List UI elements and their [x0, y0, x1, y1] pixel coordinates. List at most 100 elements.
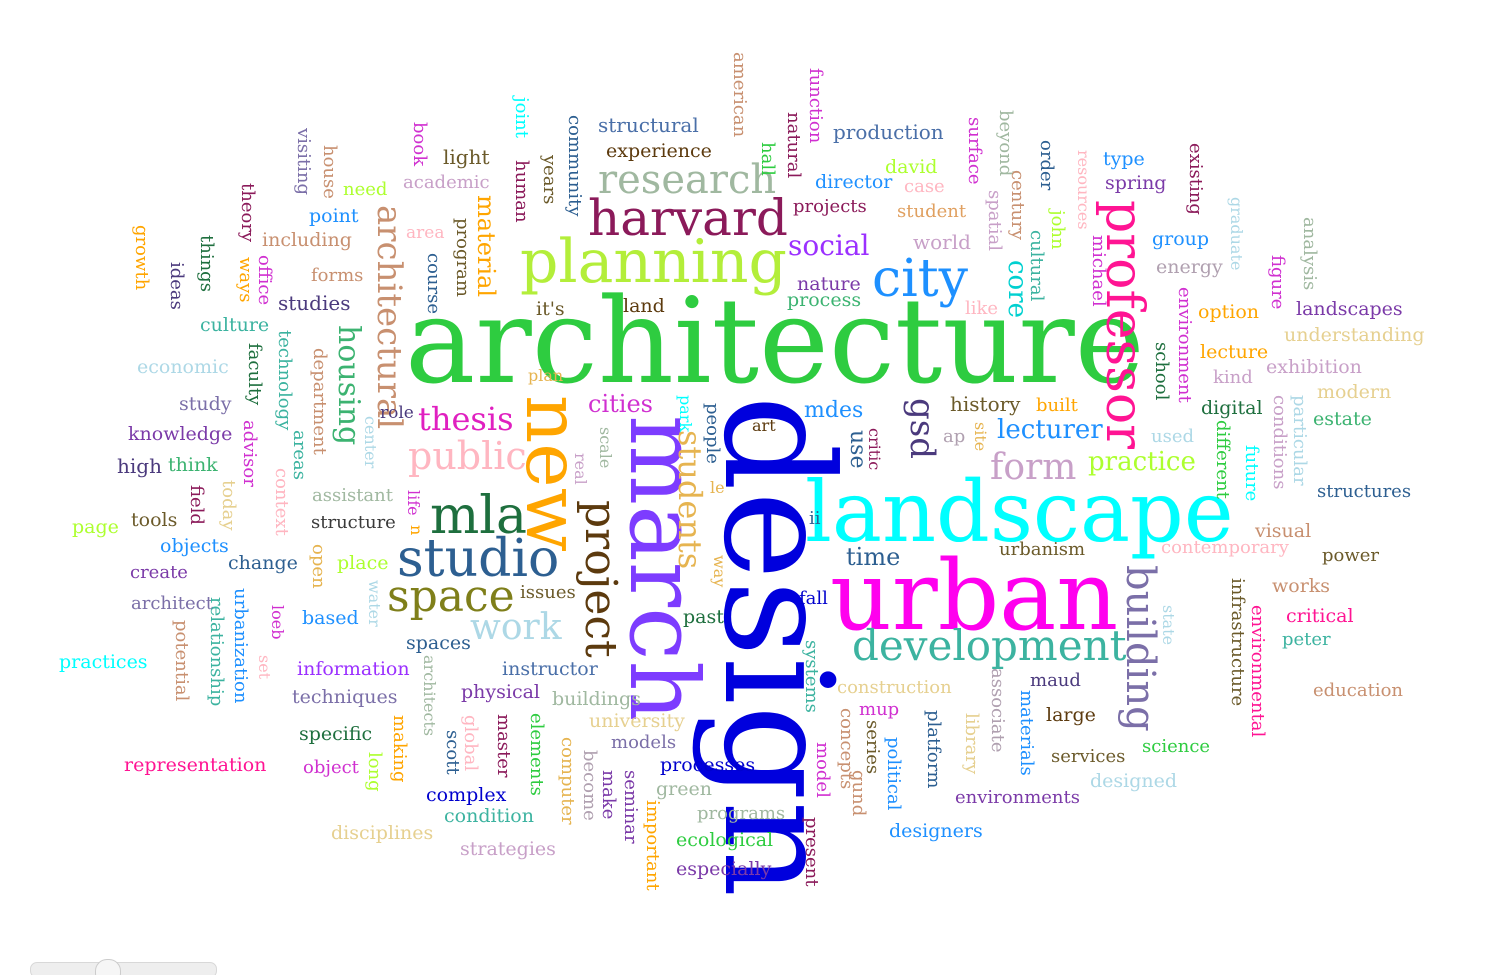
word-thesis: thesis [418, 400, 514, 438]
word-existing: existing [1185, 143, 1206, 215]
word-community: community [564, 115, 585, 217]
word-potential: potential [171, 620, 192, 702]
word-process: process [787, 289, 862, 311]
word-field: field [186, 485, 207, 525]
word-ideas: ideas [166, 262, 187, 310]
word-years: years [539, 155, 560, 205]
word-art: art [752, 416, 776, 435]
word-architectural: architectural [369, 205, 409, 430]
word-digital: digital [1201, 397, 1263, 419]
word-issues: issues [520, 582, 576, 603]
word-economic: economic [137, 356, 229, 378]
word-become: become [579, 750, 600, 821]
word-different: different [1212, 420, 1233, 499]
word-work: work [470, 607, 562, 648]
word-plan: plan [528, 366, 564, 385]
word-building: building [1117, 565, 1163, 732]
word-techniques: techniques [292, 686, 398, 708]
word-today: today [218, 480, 239, 531]
word-environment: environment [1174, 287, 1195, 403]
word-people: people [702, 403, 723, 464]
word-things: things [196, 235, 217, 292]
word-series: series [862, 720, 883, 775]
word-gund: gund [848, 770, 869, 817]
word-models: models [611, 732, 677, 753]
word-state: state [1159, 605, 1178, 646]
word-programs: programs [697, 803, 786, 824]
word-especially: especially [676, 858, 772, 880]
word-page: page [72, 516, 119, 538]
word-representation: representation [124, 754, 267, 776]
word-works: works [1272, 575, 1331, 597]
word-peter: peter [1282, 629, 1331, 650]
word-master: master [493, 714, 514, 778]
word-type: type [1103, 148, 1145, 170]
word-house: house [319, 145, 340, 199]
word-studio: studio [397, 529, 560, 589]
word-green: green [656, 778, 712, 800]
word-lecturer: lecturer [997, 415, 1103, 445]
word-model: model [812, 742, 833, 798]
word-based: based [302, 607, 359, 629]
word-urban: urban [830, 540, 1119, 652]
word-theory: theory [237, 183, 258, 243]
word-le: le [710, 478, 725, 497]
word-surface: surface [964, 117, 985, 185]
word-human: human [511, 160, 532, 223]
word-academic: academic [403, 172, 490, 193]
word-area: area [406, 223, 445, 243]
word-particular: particular [1289, 395, 1310, 486]
word-context: context [271, 468, 292, 536]
word-point: point [309, 205, 359, 227]
word-school: school [1151, 342, 1172, 401]
word-function: function [805, 68, 826, 144]
word-strategies: strategies [460, 838, 556, 860]
word-change: change [228, 552, 298, 574]
word-information: information [297, 658, 410, 680]
scrollbar-thumb[interactable] [95, 959, 121, 975]
word-space: space [387, 571, 515, 622]
word-department: department [309, 348, 330, 455]
word-course: course [423, 253, 444, 315]
word-mdes: mdes [804, 398, 864, 423]
word-land: land [623, 295, 665, 317]
word-order: order [1036, 140, 1057, 191]
word-set: set [255, 655, 274, 680]
word-book: book [409, 122, 430, 167]
word-condition: condition [444, 805, 534, 827]
word-cultural: cultural [1026, 230, 1047, 302]
word-urbanization: urbanization [230, 588, 251, 704]
word-knowledge: knowledge [128, 423, 233, 445]
word-visiting: visiting [293, 128, 314, 196]
word-program: program [452, 218, 473, 297]
word-need: need [343, 179, 388, 200]
word-make: make [598, 770, 619, 820]
word-david: david [885, 156, 938, 178]
word-areas: areas [289, 430, 310, 480]
word-visual: visual [1255, 520, 1312, 542]
horizontal-scrollbar[interactable] [30, 959, 217, 975]
word-history: history [950, 392, 1021, 416]
word-university: university [589, 710, 685, 732]
word-technology: technology [274, 330, 295, 431]
word-form: form [990, 447, 1077, 488]
word-ii: ii [809, 508, 821, 529]
word-architects: architects [420, 655, 439, 737]
word-director: director [815, 171, 893, 193]
word-large: large [1046, 704, 1096, 726]
word-built: built [1036, 395, 1078, 416]
word-mup: mup [859, 699, 900, 720]
word-construction: construction [837, 677, 952, 698]
word-education: education [1313, 680, 1403, 701]
word-park: park [676, 395, 695, 433]
word-conditions: conditions [1269, 395, 1290, 490]
word-material: material [472, 195, 500, 298]
word-world: world [913, 230, 971, 254]
word-contemporary: contemporary [1161, 537, 1289, 558]
word-long: long [364, 752, 385, 792]
word-high: high [117, 454, 162, 478]
word-graduate: graduate [1227, 197, 1246, 271]
word-assistant: assistant [312, 485, 393, 506]
word-infrastructure: infrastructure [1227, 578, 1248, 707]
word-past: past [683, 606, 724, 628]
